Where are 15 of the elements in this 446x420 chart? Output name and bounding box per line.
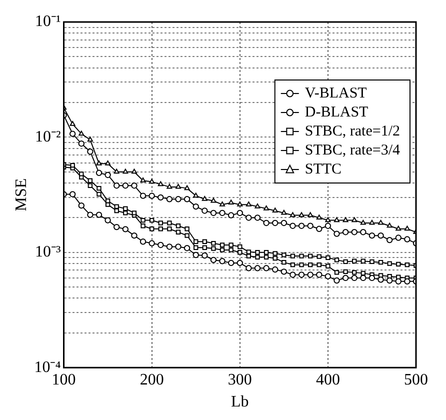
x-tick-label: 400 — [316, 371, 340, 388]
x-tick-label: 200 — [140, 371, 164, 388]
x-tick-label: 500 — [404, 371, 428, 388]
legend-label: V-BLAST — [304, 85, 367, 102]
y-axis-title: MSE — [12, 178, 30, 212]
y-tick-label: 10⁻¹ — [34, 13, 61, 30]
y-tick-label: 10⁻³ — [34, 244, 61, 261]
y-tick-label: 10⁻² — [34, 128, 61, 146]
legend-label: D-BLAST — [304, 104, 368, 120]
x-tick-label: 100 — [52, 371, 76, 388]
x-axis-title: Lb — [231, 394, 249, 411]
x-tick-label: 300 — [228, 371, 252, 388]
legend-label: STBC, rate=3/4 — [304, 142, 400, 158]
legend-label: STBC, rate=1/2 — [304, 123, 400, 140]
legend-label: STTC — [304, 161, 342, 178]
